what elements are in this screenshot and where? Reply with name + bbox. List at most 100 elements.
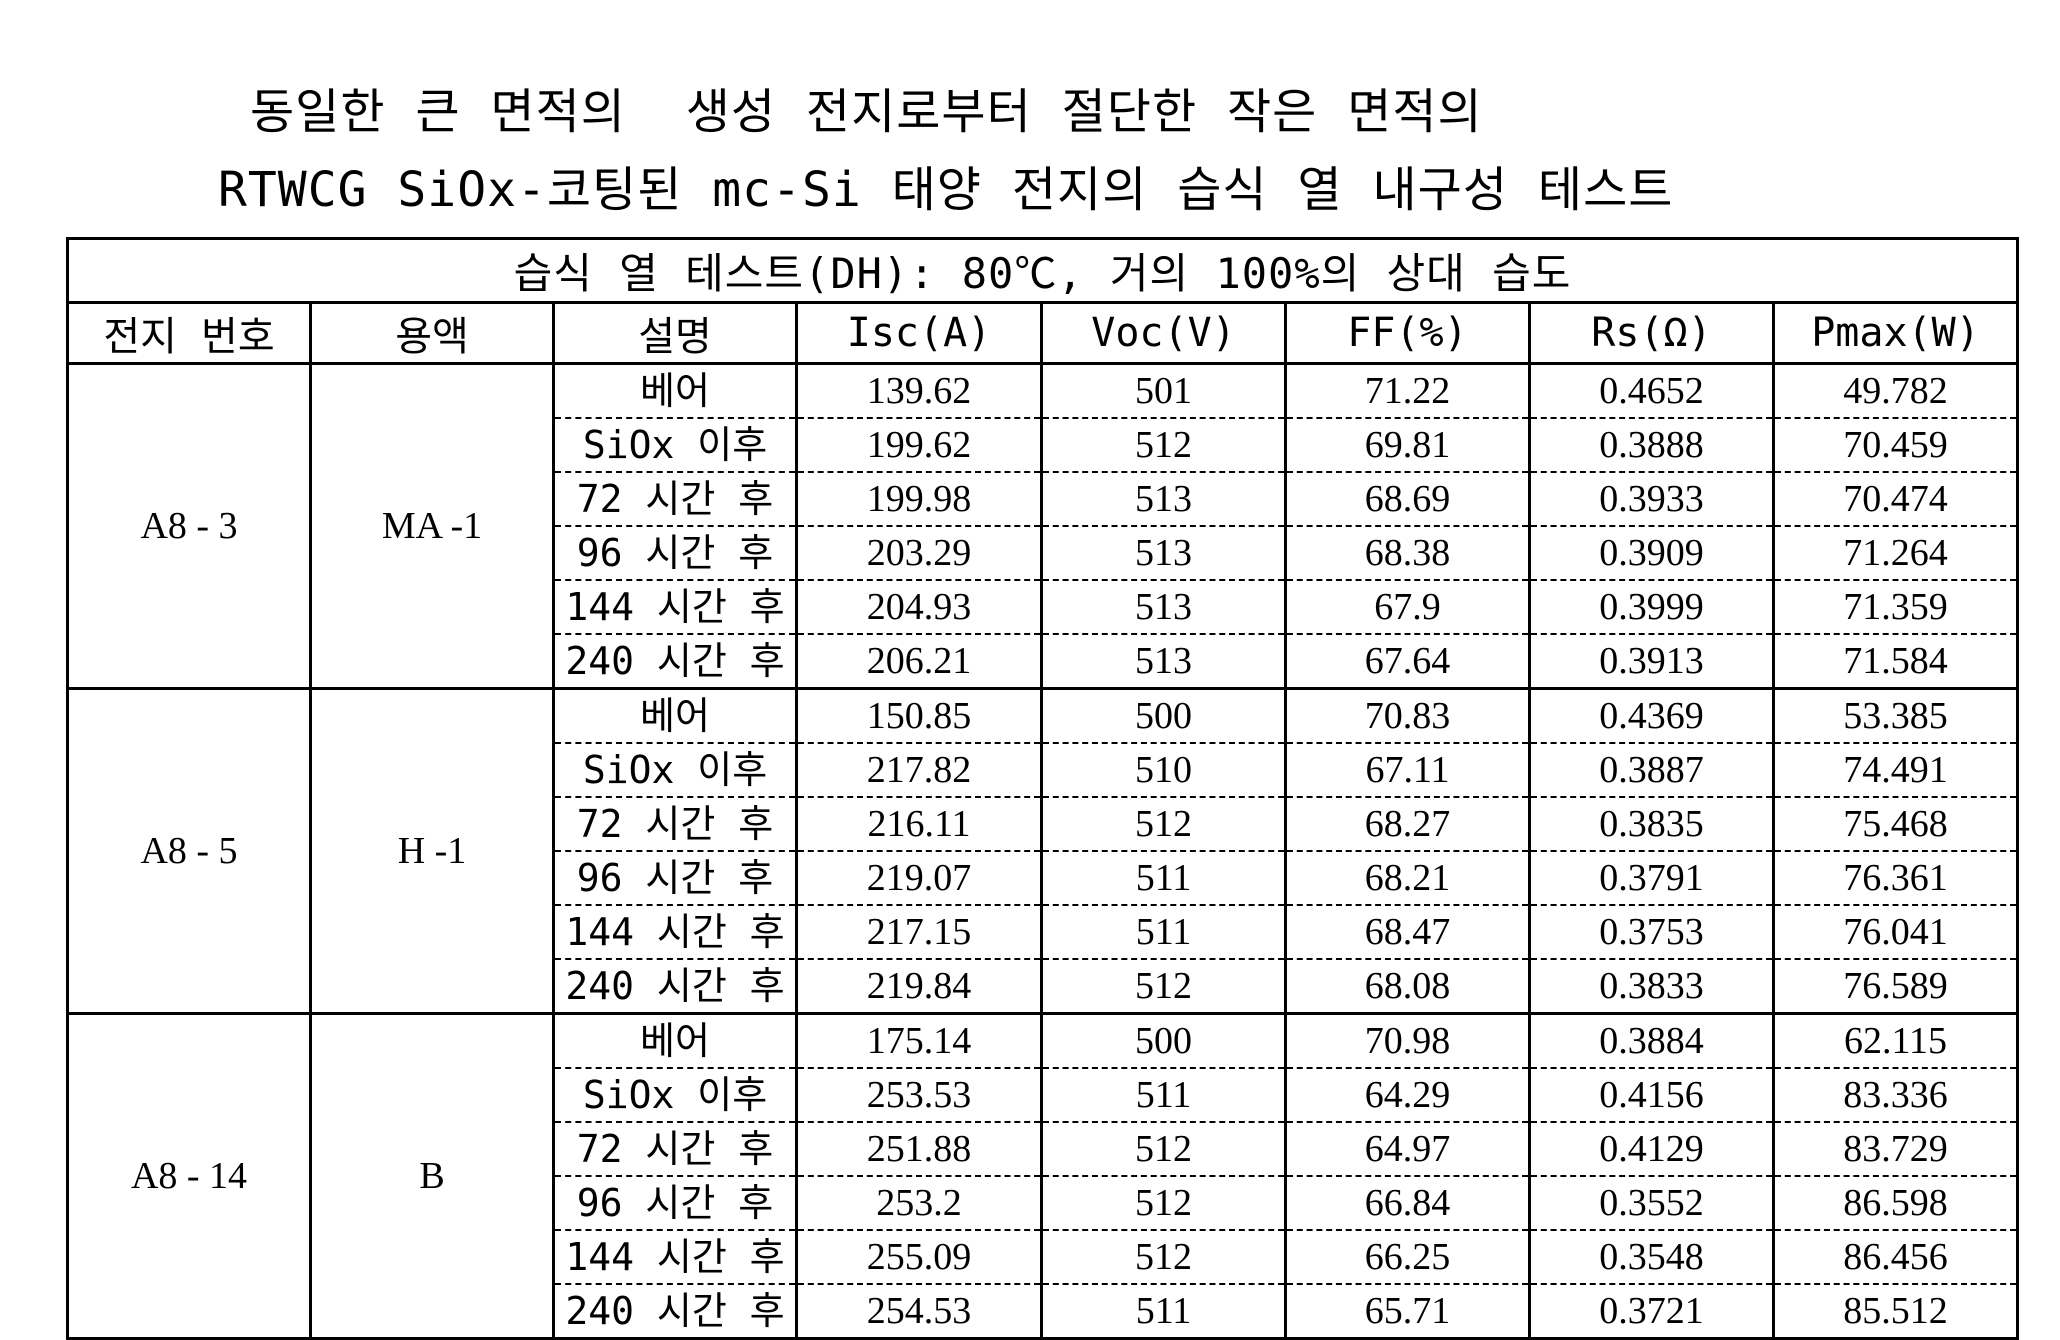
table-caption-row: 습식 열 테스트(DH): 80℃, 거의 100%의 상대 습도: [65, 237, 2020, 304]
table-row: A8 - 14 B 베어 175.14 500 70.98 0.3884 62.115: [66, 1013, 2020, 1340]
voc-value: 500: [1040, 1013, 1287, 1069]
header-pmax: Pmax(W): [1771, 301, 2020, 365]
rs-value: 0.4369: [1528, 688, 1775, 744]
isc-value: 216.11: [795, 797, 1043, 852]
table-header-row: 전지 번호 용액 설명 Isc(A) Voc(V) FF(%) Rs(Ω) Pm…: [66, 301, 2020, 365]
table-row: 240 시간 후 219.84 512 68.08 0.3833 76.589: [68, 959, 2020, 1015]
table-row: 72 시간 후 199.98 513 68.69 0.3933 70.474: [68, 472, 2020, 527]
isc-value: 206.21: [795, 634, 1043, 690]
row-description: SiOx 이후: [552, 1068, 798, 1123]
row-description: 베어: [552, 363, 798, 419]
cell-number: A8 - 5: [66, 688, 312, 1015]
cell-number: A8 - 3: [66, 363, 312, 690]
isc-value: 253.53: [795, 1068, 1043, 1123]
rs-value: 0.3887: [1528, 743, 1775, 798]
rs-value: 0.3552: [1528, 1176, 1775, 1231]
rs-value: 0.4652: [1528, 363, 1775, 419]
voc-value: 511: [1040, 851, 1287, 906]
isc-value: 251.88: [795, 1122, 1043, 1177]
row-description: 96 시간 후: [552, 1176, 798, 1231]
table-row: A8 - 3 MA -1 베어 139.62 501 71.22 0.4652 49.782: [66, 363, 2020, 690]
pmax-value: 71.584: [1771, 634, 2020, 690]
row-description: 144 시간 후: [552, 905, 798, 960]
pmax-value: 86.456: [1771, 1230, 2020, 1285]
rs-value: 0.3753: [1528, 905, 1775, 960]
row-description: SiOx 이후: [552, 743, 798, 798]
ff-value: 71.22: [1284, 363, 1531, 419]
voc-value: 511: [1040, 1068, 1287, 1123]
row-description: 240 시간 후: [552, 1284, 798, 1340]
isc-value: 150.85: [795, 688, 1043, 744]
rs-value: 0.3888: [1528, 418, 1775, 473]
isc-value: 217.15: [795, 905, 1043, 960]
rs-value: 0.3833: [1528, 959, 1775, 1015]
row-description: 240 시간 후: [552, 634, 798, 690]
header-isc: Isc(A): [795, 301, 1043, 365]
header-voc: Voc(V): [1040, 301, 1287, 365]
voc-value: 512: [1040, 959, 1287, 1015]
ff-value: 68.27: [1284, 797, 1531, 852]
table-caption: 습식 열 테스트(DH): 80℃, 거의 100%의 상대 습도: [65, 237, 2020, 304]
ff-value: 68.38: [1284, 526, 1531, 581]
ff-value: 64.29: [1284, 1068, 1531, 1123]
table-row: 72 시간 후 216.11 512 68.27 0.3835 75.468: [68, 797, 2020, 852]
isc-value: 255.09: [795, 1230, 1043, 1285]
ff-value: 70.83: [1284, 688, 1531, 744]
pmax-value: 85.512: [1771, 1284, 2020, 1340]
rs-value: 0.3909: [1528, 526, 1775, 581]
row-description: 72 시간 후: [552, 1122, 798, 1177]
voc-value: 513: [1040, 634, 1287, 690]
row-description: SiOx 이후: [552, 418, 798, 473]
table-row: 96 시간 후 219.07 511 68.21 0.3791 76.361: [68, 851, 2020, 906]
header-solution: 용액: [309, 301, 555, 365]
isc-value: 203.29: [795, 526, 1043, 581]
table-row: SiOx 이후 217.82 510 67.11 0.3887 74.491: [68, 743, 2020, 798]
row-description: 144 시간 후: [552, 580, 798, 635]
row-description: 베어: [552, 1013, 798, 1069]
rs-value: 0.4156: [1528, 1068, 1775, 1123]
table-row: 144 시간 후 255.09 512 66.25 0.3548 86.456: [68, 1230, 2020, 1285]
isc-value: 175.14: [795, 1013, 1043, 1069]
pmax-value: 62.115: [1771, 1013, 2020, 1069]
pmax-value: 76.361: [1771, 851, 2020, 906]
ff-value: 67.64: [1284, 634, 1531, 690]
row-description: 240 시간 후: [552, 959, 798, 1015]
ff-value: 70.98: [1284, 1013, 1531, 1069]
solution-name: H -1: [309, 688, 555, 1015]
ff-value: 66.84: [1284, 1176, 1531, 1231]
table-row: SiOx 이후 199.62 512 69.81 0.3888 70.459: [68, 418, 2020, 473]
pmax-value: 71.264: [1771, 526, 2020, 581]
pmax-value: 75.468: [1771, 797, 2020, 852]
table-row: 96 시간 후 203.29 513 68.38 0.3909 71.264: [68, 526, 2020, 581]
solution-name: MA -1: [309, 363, 555, 690]
damp-heat-results-table: 습식 열 테스트(DH): 80℃, 거의 100%의 상대 습도 전지 번호 …: [65, 237, 2020, 1340]
ff-value: 64.97: [1284, 1122, 1531, 1177]
row-description: 96 시간 후: [552, 526, 798, 581]
ff-value: 69.81: [1284, 418, 1531, 473]
ff-value: 68.69: [1284, 472, 1531, 527]
rs-value: 0.3721: [1528, 1284, 1775, 1340]
voc-value: 513: [1040, 472, 1287, 527]
pmax-value: 76.041: [1771, 905, 2020, 960]
table-row: 96 시간 후 253.2 512 66.84 0.3552 86.598: [68, 1176, 2020, 1231]
table-row: 144 시간 후 217.15 511 68.47 0.3753 76.041: [68, 905, 2020, 960]
voc-value: 512: [1040, 797, 1287, 852]
cell-number: A8 - 14: [66, 1013, 312, 1340]
header-description: 설명: [552, 301, 798, 365]
isc-value: 199.98: [795, 472, 1043, 527]
isc-value: 253.2: [795, 1176, 1043, 1231]
pmax-value: 70.459: [1771, 418, 2020, 473]
pmax-value: 83.729: [1771, 1122, 2020, 1177]
voc-value: 513: [1040, 526, 1287, 581]
solution-name: B: [309, 1013, 555, 1340]
voc-value: 500: [1040, 688, 1287, 744]
header-rs: Rs(Ω): [1528, 301, 1775, 365]
ff-value: 65.71: [1284, 1284, 1531, 1340]
isc-value: 217.82: [795, 743, 1043, 798]
row-description: 72 시간 후: [552, 797, 798, 852]
rs-value: 0.3835: [1528, 797, 1775, 852]
title-line-2: RTWCG SiOx-코팅된 mc-Si 태양 전지의 습식 열 내구성 테스트: [218, 162, 1674, 218]
pmax-value: 53.385: [1771, 688, 2020, 744]
ff-value: 68.08: [1284, 959, 1531, 1015]
header-ff: FF(%): [1284, 301, 1531, 365]
